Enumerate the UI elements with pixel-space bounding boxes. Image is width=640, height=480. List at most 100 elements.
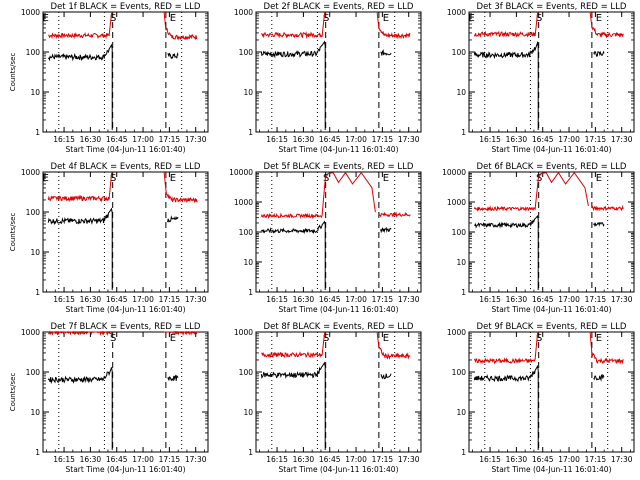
series-events-line — [474, 215, 539, 290]
y-tick-label: 1000 — [447, 198, 466, 207]
y-tick-label: 1 — [248, 288, 253, 297]
x-tick-label: 17:00 — [558, 135, 580, 144]
x-tick-label: 17:15 — [585, 455, 607, 464]
x-tick-label: 17:30 — [185, 135, 207, 144]
plot-frame — [468, 11, 635, 133]
x-tick-label: 17:15 — [585, 135, 607, 144]
plot-frame — [468, 331, 635, 453]
x-axis-label: Start Time (04-Jun-11 16:01:40) — [279, 305, 399, 314]
x-tick-label: 17:30 — [185, 295, 207, 304]
x-tick-label: 17:15 — [159, 135, 181, 144]
x-axis-label: Start Time (04-Jun-11 16:01:40) — [492, 145, 612, 154]
y-tick-label: 100 — [26, 208, 41, 217]
event-marker-e: E — [42, 173, 48, 184]
x-axis-label: Start Time (04-Jun-11 16:01:40) — [492, 305, 612, 314]
x-tick-label: 16:15 — [479, 135, 501, 144]
x-tick-label: 17:00 — [132, 455, 154, 464]
x-tick-label: 16:15 — [479, 295, 501, 304]
y-tick-label: 10 — [456, 258, 466, 267]
chart-panel-1: Det 1f BLACK = Events, RED = LLD 1 10 100 10… — [9, 2, 209, 154]
y-tick-label: 10 — [30, 248, 40, 257]
chart-panel-8: Det 8f BLACK = Events, RED = LLD 1 10 100 10… — [234, 322, 422, 474]
chart-title: Det 1f BLACK = Events, RED = LLD — [51, 2, 201, 12]
chart-title: Det 2f BLACK = Events, RED = LLD — [264, 2, 414, 12]
series-events-line — [167, 51, 179, 60]
x-tick-label: 16:15 — [266, 295, 288, 304]
y-axis-label: Counts/sec — [9, 373, 17, 412]
event-marker-s: S — [536, 333, 542, 344]
y-tick-label: 1 — [35, 288, 40, 297]
y-tick-label: 100 — [26, 368, 41, 377]
x-tick-label: 17:30 — [398, 295, 420, 304]
y-tick-label: 1000 — [447, 328, 466, 337]
series-events-line — [47, 207, 113, 290]
chart-panel-5: Det 5f BLACK = Events, RED = LLD 1 10 100 10… — [229, 162, 422, 314]
event-marker-s: S — [323, 13, 329, 24]
x-tick-label: 16:45 — [532, 135, 554, 144]
y-tick-label: 1000 — [234, 328, 253, 337]
x-tick-label: 16:15 — [53, 455, 75, 464]
event-marker-e: E — [383, 13, 389, 24]
x-tick-label: 17:00 — [345, 295, 367, 304]
chart-title: Det 5f BLACK = Events, RED = LLD — [264, 162, 414, 172]
y-tick-label: 1000 — [21, 168, 40, 177]
plot-frame — [255, 331, 422, 453]
series-lld-line — [591, 204, 624, 212]
x-axis-label: Start Time (04-Jun-11 16:01:40) — [279, 145, 399, 154]
series-events-line — [380, 373, 392, 380]
y-tick-label: 10000 — [229, 168, 253, 177]
chart-title: Det 8f BLACK = Events, RED = LLD — [264, 322, 414, 332]
x-tick-label: 16:15 — [479, 455, 501, 464]
event-marker-e: E — [383, 333, 389, 344]
y-tick-label: 10 — [30, 88, 40, 97]
chart-title: Det 7f BLACK = Events, RED = LLD — [51, 322, 201, 332]
series-events-line — [260, 40, 326, 130]
x-tick-label: 16:15 — [53, 135, 75, 144]
x-tick-label: 16:45 — [532, 455, 554, 464]
series-lld-line — [48, 11, 113, 40]
plot-frame — [468, 171, 635, 293]
plot-frame — [42, 171, 209, 293]
chart-title: Det 6f BLACK = Events, RED = LLD — [477, 162, 627, 172]
y-tick-label: 10000 — [442, 168, 466, 177]
series-lld-line — [376, 331, 411, 360]
chart-panel-2: Det 2f BLACK = Events, RED = LLD 1 10 100 10… — [234, 2, 422, 154]
y-tick-label: 1000 — [447, 8, 466, 17]
chart-title: Det 4f BLACK = Events, RED = LLD — [51, 162, 201, 172]
y-axis-label: Counts/sec — [9, 213, 17, 252]
x-tick-label: 16:15 — [266, 135, 288, 144]
x-axis-label: Start Time (04-Jun-11 16:01:40) — [66, 305, 186, 314]
series-lld-line — [163, 11, 198, 41]
series-lld-line — [473, 11, 539, 38]
x-tick-label: 17:15 — [372, 135, 394, 144]
x-tick-label: 16:45 — [319, 135, 341, 144]
x-tick-label: 17:00 — [132, 135, 154, 144]
y-tick-label: 1 — [461, 448, 466, 457]
x-tick-label: 16:30 — [80, 135, 102, 144]
plot-frame — [42, 331, 209, 453]
x-tick-label: 16:45 — [106, 295, 128, 304]
plot-frame — [42, 11, 209, 133]
series-lld-line — [473, 171, 589, 212]
x-axis-label: Start Time (04-Jun-11 16:01:40) — [66, 145, 186, 154]
series-events-line — [380, 49, 392, 56]
y-tick-label: 10 — [456, 408, 466, 417]
series-events-line — [260, 220, 326, 290]
chart-panel-6: Det 6f BLACK = Events, RED = LLD 1 10 100 10… — [442, 162, 635, 314]
event-marker-s: S — [323, 173, 329, 184]
x-tick-label: 16:15 — [53, 295, 75, 304]
chart-panel-7: Det 7f BLACK = Events, RED = LLD 1 10 100 10… — [9, 322, 209, 474]
event-marker-e: E — [170, 173, 176, 184]
x-tick-label: 17:00 — [558, 295, 580, 304]
x-tick-label: 17:30 — [398, 135, 420, 144]
chart-title: Det 9f BLACK = Events, RED = LLD — [477, 322, 627, 332]
x-tick-label: 17:30 — [611, 455, 633, 464]
y-axis-label: Counts/sec — [9, 53, 17, 92]
y-tick-label: 1000 — [234, 8, 253, 17]
event-marker-e: E — [42, 13, 48, 24]
event-marker-s: S — [110, 173, 116, 184]
x-axis-label: Start Time (04-Jun-11 16:01:40) — [279, 465, 399, 474]
series-lld-line — [261, 331, 326, 359]
x-tick-label: 17:00 — [345, 135, 367, 144]
x-tick-label: 16:30 — [293, 135, 315, 144]
